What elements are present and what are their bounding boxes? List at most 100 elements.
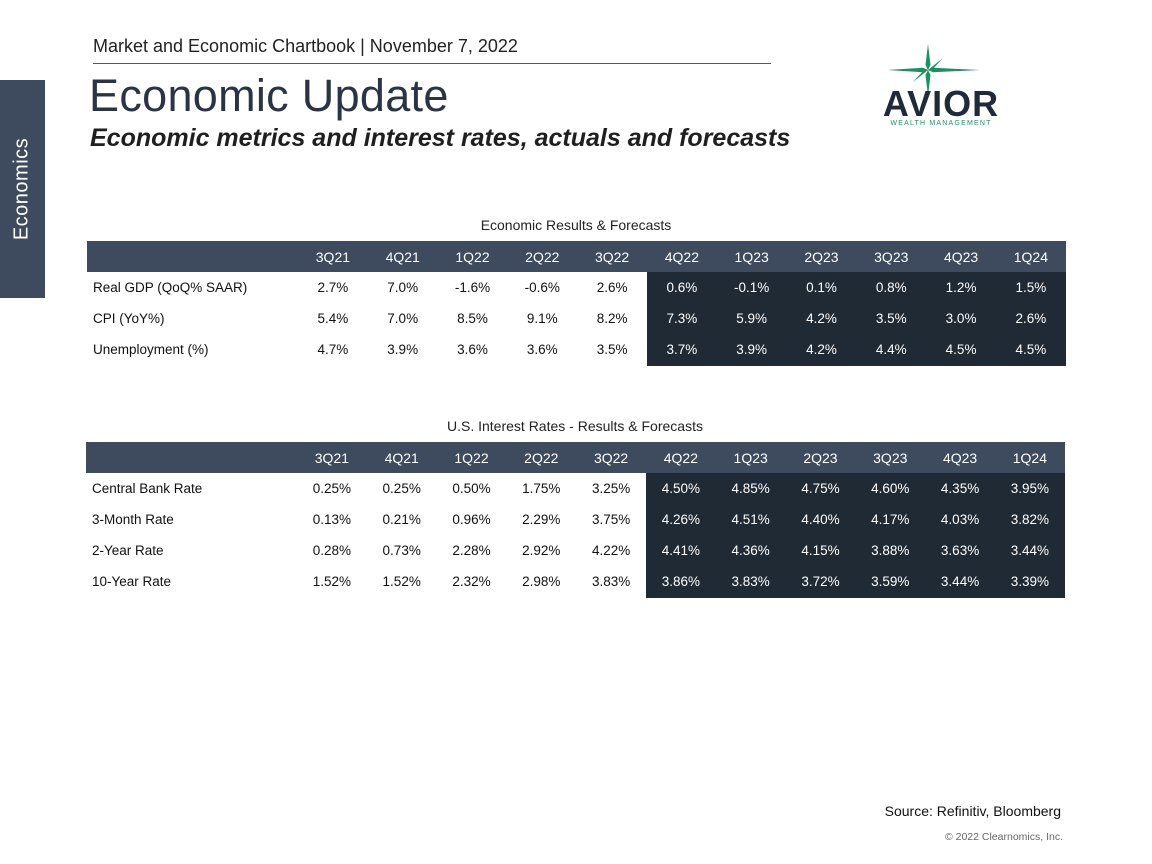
- forecast-cell: 3.72%: [785, 566, 856, 598]
- section-tab-label: Economics: [10, 137, 33, 241]
- actual-cell: 0.73%: [382, 543, 421, 558]
- forecast-cell: 7.3%: [646, 303, 717, 334]
- actual-cell: 9.1%: [526, 311, 558, 326]
- header-cell-blank: [86, 442, 297, 473]
- actual-cell: 2.92%: [522, 543, 561, 558]
- forecast-cell: 4.2%: [786, 334, 857, 366]
- forecast-cell: 1.2%: [926, 272, 996, 303]
- table-header-row: 3Q21 4Q21 1Q22 2Q22 3Q22 4Q22 1Q23 2Q23 3Q23 4Q23…: [87, 241, 1066, 272]
- source-note: Source: Refinitiv, Bloomberg: [884, 803, 1061, 819]
- forecast-cell: 4.03%: [925, 504, 995, 535]
- actual-cell: 3.5%: [596, 342, 628, 358]
- actual-cell: 3.9%: [387, 342, 419, 358]
- column-header: 3Q22: [577, 241, 647, 272]
- table-header-row: 3Q21 4Q21 1Q22 2Q22 3Q22 4Q22 1Q23 2Q23 3Q23 4Q23…: [86, 442, 1065, 473]
- star-icon: [888, 44, 980, 96]
- forecast-cell: 3.82%: [994, 504, 1065, 535]
- forecast-cell: 3.39%: [994, 566, 1065, 598]
- column-header: 2Q23: [785, 442, 856, 473]
- column-header: 2Q23: [786, 241, 857, 272]
- forecast-cell: 4.5%: [926, 334, 996, 366]
- interest-rates-table: 3Q21 4Q21 1Q22 2Q22 3Q22 4Q22 1Q23 2Q23 3Q23 4Q23…: [86, 442, 1065, 598]
- table-caption-rates: U.S. Interest Rates - Results & Forecast…: [447, 418, 703, 434]
- actual-cell: -0.6%: [524, 280, 560, 295]
- actual-cell: 0.13%: [312, 512, 352, 527]
- forecast-cell: 4.41%: [645, 535, 716, 566]
- column-header: 1Q23: [715, 442, 786, 473]
- forecast-cell: 2.6%: [995, 303, 1066, 334]
- column-header: 1Q24: [994, 442, 1065, 473]
- column-header: 3Q21: [298, 241, 368, 272]
- table-row: Real GDP (QoQ% SAAR) 2.7% 7.0% -1.6% -0.6% 2.…: [87, 272, 1066, 303]
- economic-forecast-table: 3Q21 4Q21 1Q22 2Q22 3Q22 4Q22 1Q23 2Q23 3Q23 4Q23…: [87, 241, 1066, 366]
- actual-cell: 0.28%: [312, 543, 352, 558]
- column-header: 1Q24: [995, 241, 1066, 272]
- logo-tagline: WEALTH MANAGEMENT: [890, 120, 992, 127]
- column-header: 1Q23: [716, 241, 787, 272]
- column-header: 2Q22: [506, 442, 577, 473]
- actual-cell: 3.6%: [457, 342, 488, 358]
- actual-cell: 7.0%: [387, 311, 419, 326]
- forecast-cell: 0.1%: [786, 272, 857, 303]
- actual-cell: 0.21%: [382, 512, 421, 527]
- actual-cell: 3.6%: [526, 342, 558, 358]
- forecast-cell: 3.7%: [646, 334, 717, 366]
- forecast-cell: 4.15%: [785, 535, 856, 566]
- table-row: Unemployment (%) 4.7% 3.9% 3.6% 3.6% 3.5% 3.7%…: [87, 334, 1066, 366]
- forecast-cell: 5.9%: [716, 303, 787, 334]
- actual-cell: 2.29%: [522, 512, 561, 527]
- column-header: 3Q22: [576, 442, 646, 473]
- actual-cell: -1.6%: [454, 280, 491, 295]
- actual-cell: 3.83%: [591, 574, 631, 590]
- actual-cell: 2.6%: [596, 280, 628, 295]
- column-header: 3Q23: [855, 442, 926, 473]
- column-header: 4Q22: [646, 241, 717, 272]
- forecast-cell: 4.2%: [786, 303, 857, 334]
- actual-cell: 4.22%: [591, 543, 631, 558]
- actual-cell: 1.75%: [522, 481, 561, 496]
- forecast-cell: 4.4%: [856, 334, 927, 366]
- actual-cell: 3.25%: [591, 481, 631, 496]
- column-header: 3Q21: [297, 442, 367, 473]
- row-label: Unemployment (%): [93, 342, 209, 358]
- column-header: 4Q21: [366, 442, 437, 473]
- row-label: 3-Month Rate: [92, 512, 174, 527]
- actual-cell: 2.98%: [522, 574, 561, 590]
- actual-cell: 4.7%: [317, 342, 349, 358]
- table-row: 2-Year Rate 0.28% 0.73% 2.28% 2.92% 4.22% 4.41…: [86, 535, 1065, 566]
- column-header: 4Q23: [925, 442, 995, 473]
- actual-cell: 5.4%: [317, 311, 349, 326]
- actual-cell: 8.5%: [457, 311, 488, 326]
- row-label: CPI (YoY%): [93, 311, 165, 326]
- header-cell-blank: [87, 241, 298, 272]
- section-tab[interactable]: Economics: [0, 80, 45, 298]
- column-header: 4Q22: [645, 442, 716, 473]
- actual-cell: 0.25%: [312, 481, 352, 496]
- forecast-cell: 4.5%: [995, 334, 1066, 366]
- row-label: 10-Year Rate: [92, 574, 172, 590]
- forecast-cell: 4.85%: [715, 473, 786, 504]
- copyright-note: © 2022 Clearnomics, Inc.: [944, 831, 1063, 843]
- column-header: 2Q22: [507, 241, 578, 272]
- logo-wordmark: AVIOR: [882, 83, 1000, 124]
- forecast-cell: 3.44%: [925, 566, 995, 598]
- table-row: 3-Month Rate 0.13% 0.21% 0.96% 2.29% 3.75% 4.2…: [86, 504, 1065, 535]
- actual-cell: 2.7%: [317, 280, 349, 295]
- table-row: CPI (YoY%) 5.4% 7.0% 8.5% 9.1% 8.2% 7.3% 5.9% 4.…: [87, 303, 1066, 334]
- forecast-cell: 4.60%: [855, 473, 926, 504]
- forecast-cell: 4.17%: [855, 504, 926, 535]
- forecast-cell: 4.75%: [785, 473, 856, 504]
- forecast-cell: 4.35%: [925, 473, 995, 504]
- actual-cell: 2.28%: [452, 543, 491, 558]
- forecast-cell: 3.95%: [994, 473, 1065, 504]
- column-header: 4Q21: [367, 241, 438, 272]
- page-subtitle: Economic metrics and interest rates, act…: [90, 124, 791, 152]
- forecast-cell: 3.5%: [856, 303, 927, 334]
- forecast-cell: 3.83%: [715, 566, 786, 598]
- row-label: Real GDP (QoQ% SAAR): [93, 280, 248, 295]
- column-header: 4Q23: [926, 241, 996, 272]
- forecast-cell: 0.6%: [646, 272, 717, 303]
- forecast-cell: 4.36%: [715, 535, 786, 566]
- forecast-cell: 4.26%: [645, 504, 716, 535]
- column-header: 3Q23: [856, 241, 927, 272]
